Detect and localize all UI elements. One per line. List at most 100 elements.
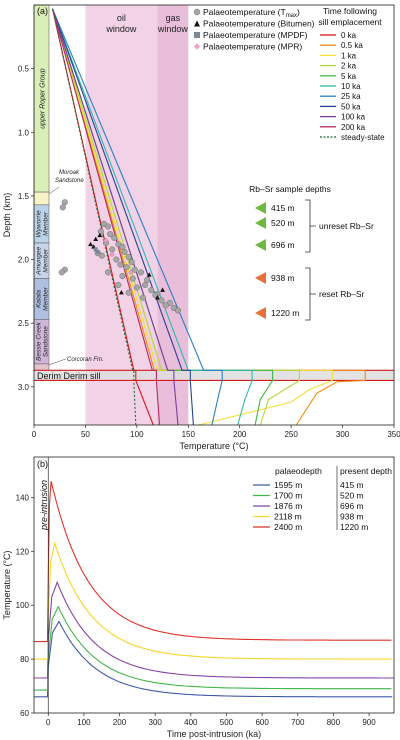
panel-b: pre-intrusion 0 100 200 300 400 500 600 700 800 90… bbox=[2, 456, 395, 739]
strat-label-line: Bessie Creek bbox=[36, 322, 43, 361]
legend-label-0-5-ka: 0.5 ka bbox=[341, 41, 363, 50]
point-bitumen bbox=[119, 290, 124, 295]
strat-label-line: Moroak bbox=[59, 170, 80, 176]
legend-label-10-ka: 10 ka bbox=[341, 82, 361, 91]
b-legend-palaeodepth-1700-m: 1700 m bbox=[274, 491, 302, 501]
legend-marker-square bbox=[194, 32, 200, 38]
b-x-tick-label: 700 bbox=[291, 718, 305, 727]
a-y-tick-label: 2.5 bbox=[18, 319, 30, 328]
a-plot-frame bbox=[33, 4, 395, 426]
legend-label-0-ka: 0 ka bbox=[341, 31, 357, 40]
history-line-1595-m bbox=[34, 620, 393, 698]
point-tmax bbox=[119, 273, 126, 280]
legend-label-1-ka: 1 ka bbox=[341, 51, 357, 60]
b-panel-label: (b) bbox=[37, 459, 48, 469]
b-legend-present-depth-415-m: 415 m bbox=[340, 480, 364, 490]
point-bitumen bbox=[97, 232, 103, 238]
rbsr-label-696-m: 696 m bbox=[271, 240, 295, 250]
point-tmax bbox=[131, 266, 138, 273]
strat-label-line: Member bbox=[43, 286, 50, 311]
legend-label-200-ka: 200 ka bbox=[341, 123, 366, 132]
b-y-tick-label: 100 bbox=[16, 601, 30, 610]
a-legend: Palaeotemperature (Tmax)Palaeotemperatur… bbox=[193, 6, 385, 142]
point-mpr bbox=[109, 251, 115, 258]
b-x-tick-label: 900 bbox=[362, 718, 376, 727]
legend-text-main: Palaeotemperature (Bitumen) bbox=[203, 19, 315, 29]
a-x-tick-label: 200 bbox=[233, 430, 247, 439]
point-tmax bbox=[105, 269, 112, 276]
b-temperature-history-lines bbox=[34, 481, 394, 698]
b-x-tick-label: 500 bbox=[220, 718, 234, 727]
strat-label-moroak-sandstone: Moroak Sandstone bbox=[55, 170, 84, 184]
strat-label-line: Member bbox=[43, 211, 50, 236]
a-y-tick-label: 1.5 bbox=[18, 192, 30, 201]
rbsr-brace-unreset bbox=[305, 199, 316, 253]
legend-label-25-ka: 25 ka bbox=[341, 92, 361, 101]
a-palaeotemperature-points bbox=[58, 199, 182, 314]
rbsr-marker-520-m bbox=[255, 217, 266, 229]
b-legend-present-depth-696-m: 696 m bbox=[340, 501, 364, 511]
window-label-line: window bbox=[105, 24, 137, 34]
point-tmax bbox=[59, 204, 66, 211]
legend-text-tail: ) bbox=[297, 7, 300, 17]
sill-label: Derim Derim sill bbox=[37, 371, 101, 381]
point-tmax bbox=[125, 253, 132, 261]
b-x-tick-label: 600 bbox=[255, 718, 269, 727]
geotherm-50-ka bbox=[51, 8, 194, 426]
a-x-tick-label: 0 bbox=[32, 430, 37, 439]
strat-label-upper-roper-group: upper Roper Group bbox=[40, 68, 47, 128]
legend-marker-label: Palaeotemperature (MPR) bbox=[203, 42, 302, 52]
geotherm-steady-state bbox=[51, 8, 137, 426]
b-x-tick-label: 200 bbox=[113, 718, 127, 727]
window-gas-window bbox=[157, 5, 189, 425]
point-tmax bbox=[121, 248, 128, 255]
point-tmax bbox=[97, 228, 104, 235]
b-legend-palaeodepth-2400-m: 2400 m bbox=[274, 522, 302, 532]
strat-label-wyworrie-member: WyworrieMember bbox=[36, 210, 50, 237]
b-y-tick-label: 120 bbox=[16, 547, 30, 556]
a-y-tick-label: 2.0 bbox=[18, 256, 30, 265]
strat-leader-line bbox=[48, 358, 67, 366]
b-legend: palaeodepth present depth 1595 m 415 m 1700 … bbox=[253, 466, 392, 532]
point-tmax bbox=[142, 281, 149, 289]
a-axes: 0 50 100 150 200 250 300 350 0.5 1.0 1.5 2.0 2.5 3.0 T… bbox=[2, 4, 400, 451]
a-x-tick-label: 250 bbox=[284, 430, 298, 439]
legend-marker-label: Palaeotemperature (Bitumen) bbox=[203, 19, 315, 29]
point-tmax bbox=[128, 259, 135, 266]
b-plot-frame bbox=[33, 456, 395, 714]
history-line-1700-m bbox=[34, 605, 392, 691]
b-x-axis-label: Time post-intrusion (ka) bbox=[167, 729, 261, 739]
legend-label-2-ka: 2 ka bbox=[341, 62, 357, 71]
rbsr-label-520-m: 520 m bbox=[271, 218, 295, 228]
rbsr-marker-1220-m bbox=[255, 307, 266, 319]
point-bitumen bbox=[93, 236, 99, 241]
b-legend-palaeodepth-1876-m: 1876 m bbox=[274, 501, 302, 511]
point-tmax bbox=[174, 307, 182, 314]
point-tmax bbox=[139, 294, 147, 301]
point-tmax bbox=[148, 287, 155, 294]
point-bitumen bbox=[160, 287, 165, 292]
rbsr-marker-938-m bbox=[255, 272, 266, 284]
legend-text-main: Palaeotemperature (T bbox=[203, 7, 286, 17]
legend-text-main: Palaeotemperature (MPR) bbox=[203, 42, 302, 52]
legend-marker-label: Palaeotemperature (MPDF) bbox=[203, 30, 308, 40]
rbsr-marker-415-m bbox=[255, 202, 266, 214]
point-tmax bbox=[105, 223, 112, 230]
b-pre-intrusion-label: pre-intrusion bbox=[39, 480, 49, 531]
geotherm-10-ka bbox=[51, 8, 253, 426]
window-label-line: window bbox=[157, 24, 189, 34]
history-line-1876-m bbox=[34, 580, 394, 679]
point-tmax bbox=[107, 231, 114, 238]
point-mpdf bbox=[95, 249, 100, 254]
geotherm-0-ka bbox=[51, 8, 154, 426]
point-tmax bbox=[111, 234, 118, 241]
strat-label-arnungee-member: ArnungeeMember bbox=[36, 246, 50, 276]
a-x-tick-label: 350 bbox=[387, 430, 400, 439]
point-mpr bbox=[103, 237, 109, 244]
strat-unit-corcoran-fm bbox=[33, 363, 50, 371]
b-x-tick-label: 0 bbox=[46, 718, 51, 727]
b-legend-present-depth-938-m: 938 m bbox=[340, 512, 364, 522]
point-tmax bbox=[61, 199, 68, 206]
rbsr-group-reset: reset Rb–Sr bbox=[319, 289, 365, 299]
point-tmax bbox=[158, 297, 165, 304]
